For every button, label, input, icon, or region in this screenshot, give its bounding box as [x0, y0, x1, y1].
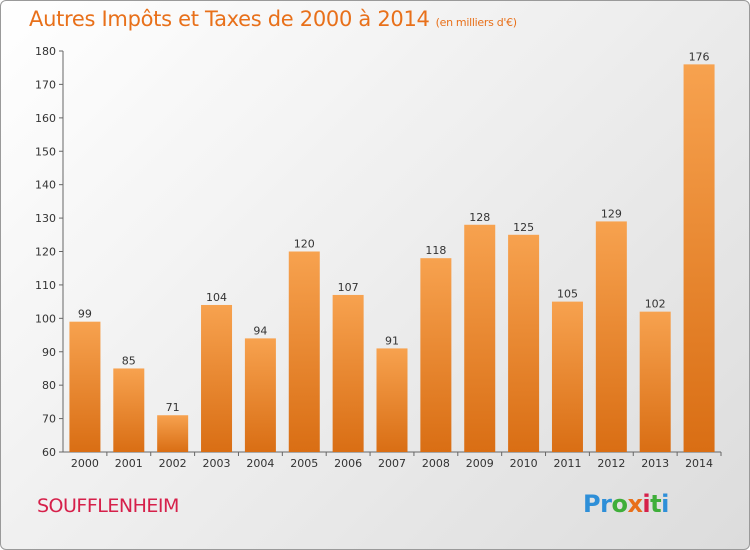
x-tick-label: 2001	[115, 457, 143, 470]
city-name: SOUFFLENHEIM	[37, 495, 179, 517]
bar-value-label: 102	[645, 298, 666, 311]
x-tick-label: 2003	[203, 457, 231, 470]
x-tick-label: 2007	[378, 457, 406, 470]
bar	[244, 338, 276, 452]
title-text: Autres Impôts et Taxes de 2000 à 2014	[29, 7, 430, 31]
bar-value-label: 91	[385, 334, 399, 347]
logo-letter: i	[661, 490, 669, 518]
y-tick-label: 80	[42, 379, 56, 392]
logo-letter: o	[611, 490, 628, 518]
bar	[508, 234, 540, 452]
bar-value-label: 176	[689, 50, 710, 63]
y-tick-label: 60	[42, 446, 56, 459]
bar-value-label: 125	[513, 221, 534, 234]
bar	[420, 258, 452, 452]
y-tick-label: 110	[35, 279, 56, 292]
bar-value-label: 129	[601, 207, 622, 220]
bar-value-label: 99	[78, 308, 92, 321]
y-tick-label: 70	[42, 413, 56, 426]
bar	[201, 304, 233, 452]
bar-value-label: 71	[166, 401, 180, 414]
x-tick-label: 2008	[422, 457, 450, 470]
y-tick-label: 150	[35, 145, 56, 158]
bar-value-label: 85	[122, 354, 136, 367]
y-tick-label: 180	[35, 45, 56, 58]
y-tick-label: 90	[42, 346, 56, 359]
bar-value-label: 94	[253, 324, 267, 337]
bar	[683, 64, 715, 452]
y-tick-label: 160	[35, 112, 56, 125]
x-tick-label: 2006	[334, 457, 362, 470]
logo-letter: i	[642, 490, 651, 518]
x-tick-label: 2011	[553, 457, 581, 470]
x-tick-label: 2013	[641, 457, 669, 470]
y-tick-label: 100	[35, 312, 56, 325]
logo-letter: x	[627, 490, 643, 518]
x-tick-label: 2005	[290, 457, 318, 470]
y-tick-label: 120	[35, 246, 56, 259]
bar	[113, 368, 145, 452]
x-tick-label: 2012	[597, 457, 625, 470]
bar	[551, 301, 583, 452]
bar-value-label: 120	[294, 238, 315, 251]
title-unit: (en milliers d'€)	[435, 16, 517, 29]
bar	[639, 311, 671, 452]
bar	[69, 321, 101, 452]
chart-title: Autres Impôts et Taxes de 2000 à 2014 (en…	[29, 7, 517, 31]
bar-value-label: 118	[425, 244, 446, 257]
y-tick-label: 170	[35, 78, 56, 91]
bar-value-label: 128	[469, 211, 490, 224]
bar	[157, 415, 189, 452]
x-tick-label: 2002	[159, 457, 187, 470]
bar-value-label: 104	[206, 291, 227, 304]
bar	[464, 224, 496, 452]
logo-letter: r	[600, 490, 612, 518]
bar	[376, 348, 408, 452]
x-tick-label: 2014	[685, 457, 713, 470]
bar	[595, 221, 627, 452]
x-tick-label: 2000	[71, 457, 99, 470]
x-tick-label: 2004	[246, 457, 274, 470]
y-tick-label: 140	[35, 179, 56, 192]
proxiti-logo: Proxiti	[583, 490, 669, 518]
x-tick-label: 2009	[466, 457, 494, 470]
x-tick-label: 2010	[510, 457, 538, 470]
logo-letter: t	[650, 490, 662, 518]
bar	[288, 251, 320, 452]
bar	[332, 294, 364, 452]
bar-value-label: 105	[557, 288, 578, 301]
logo-letter: P	[583, 490, 601, 518]
bar-value-label: 107	[338, 281, 359, 294]
y-tick-label: 130	[35, 212, 56, 225]
